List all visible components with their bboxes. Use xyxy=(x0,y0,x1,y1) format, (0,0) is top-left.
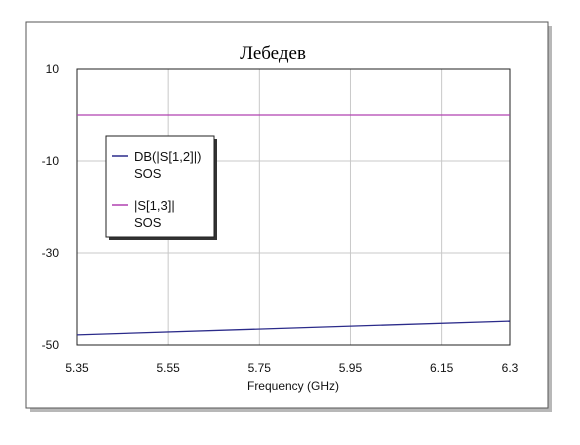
series-lines xyxy=(76,114,511,336)
legend-label-s12: DB(|S[1,2]|) xyxy=(134,149,201,164)
x-tick-label: 6.15 xyxy=(430,361,454,375)
x-tick-label: 5.35 xyxy=(65,361,89,375)
plot-area xyxy=(76,68,511,346)
legend-sublabel-s13: SOS xyxy=(134,215,162,230)
x-tick-label: 6.3 xyxy=(502,361,519,375)
y-tick-label: -30 xyxy=(42,246,60,260)
y-tick-label: -10 xyxy=(42,154,60,168)
legend-label-s13: |S[1,3]| xyxy=(134,198,175,213)
y-tick-label: -50 xyxy=(42,338,60,352)
x-tick-label: 5.75 xyxy=(248,361,272,375)
legend-sublabel-s12: SOS xyxy=(134,166,162,181)
x-tick-label: 5.95 xyxy=(339,361,363,375)
x-tick-label: 5.55 xyxy=(156,361,180,375)
plot-border xyxy=(76,68,511,346)
legend[interactable]: DB(|S[1,2]|) SOS |S[1,3]| SOS xyxy=(105,135,217,240)
x-axis-ticks: 5.35 5.55 5.75 5.95 6.15 6.3 xyxy=(65,361,518,375)
chart-title: Лебедев xyxy=(240,43,306,64)
series-line-0 xyxy=(76,320,511,336)
legend-box xyxy=(105,135,215,238)
y-tick-label: 10 xyxy=(46,62,60,76)
y-axis-ticks: 10 -10 -30 -50 xyxy=(42,62,60,352)
x-axis-label: Frequency (GHz) xyxy=(247,379,339,393)
chart-frame xyxy=(25,21,549,409)
